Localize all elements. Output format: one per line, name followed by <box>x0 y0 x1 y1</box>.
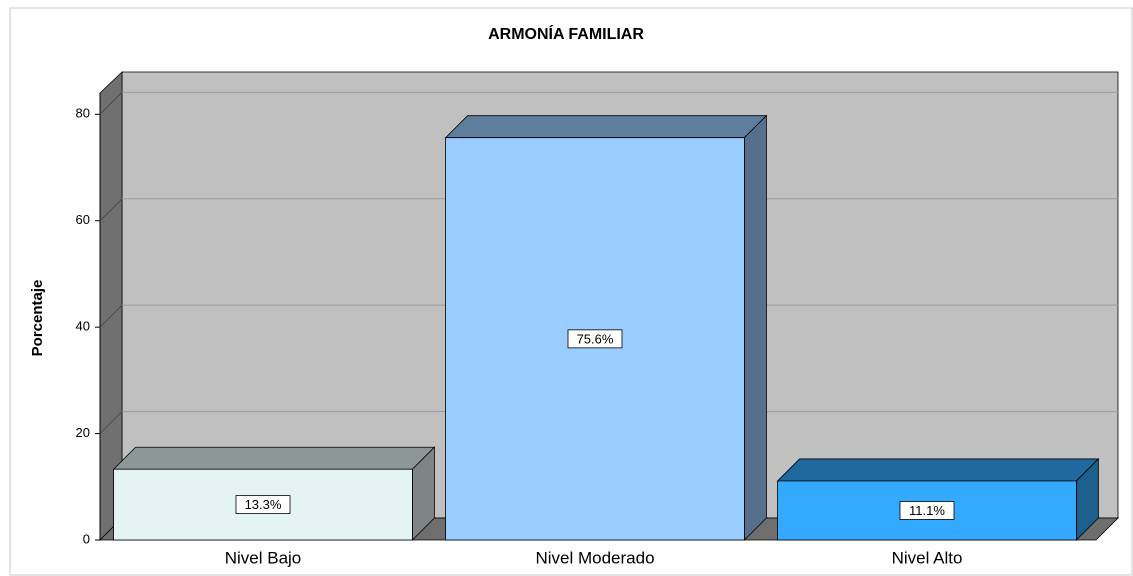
x-tick-label: Nivel Alto <box>892 548 963 567</box>
bar-side <box>744 114 767 541</box>
x-tick-label: Nivel Moderado <box>535 548 654 567</box>
bar-top <box>776 458 1100 482</box>
grid-line <box>99 91 123 115</box>
value-label-box <box>235 495 291 515</box>
y-tick-label: 60 <box>76 212 90 227</box>
grid-line <box>99 304 123 328</box>
y-axis-label: Porcentaje <box>29 280 46 357</box>
chart-title: ARMONÍA FAMILIAR <box>488 24 644 43</box>
x-tick-label: Nivel Bajo <box>225 548 302 567</box>
value-label: 11.1% <box>909 503 945 518</box>
value-label: 75.6% <box>577 331 614 346</box>
grid-line <box>99 198 123 222</box>
y-tick-label: 0 <box>83 531 90 546</box>
bar-top <box>444 115 768 139</box>
grid-line <box>99 411 123 434</box>
value-label: 13.3% <box>245 497 282 512</box>
y-tick-label: 80 <box>76 106 90 121</box>
bar-top <box>112 446 436 470</box>
value-label-box <box>899 501 955 520</box>
value-label-box <box>567 329 623 349</box>
y-tick-label: 40 <box>76 319 90 334</box>
y-tick-label: 20 <box>76 425 90 440</box>
